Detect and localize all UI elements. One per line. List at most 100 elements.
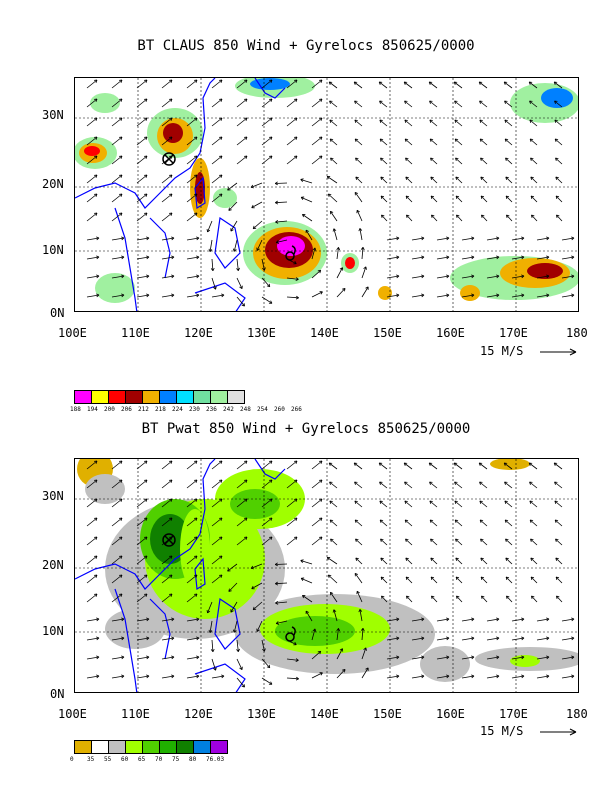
wind-vector	[233, 620, 238, 633]
wind-vector	[511, 618, 525, 622]
panel1-reference-vector-arrow	[540, 348, 577, 356]
wind-vector	[353, 462, 363, 470]
wind-vector-head	[118, 174, 123, 178]
wind-vector-head	[379, 119, 383, 123]
wind-vector	[86, 555, 98, 565]
wind-vector	[136, 98, 148, 108]
wind-vector-head	[96, 293, 100, 298]
wind-vector	[379, 481, 388, 489]
wind-vector-head	[256, 628, 260, 632]
wind-vector-head	[555, 195, 560, 200]
wind-vector-head	[196, 617, 200, 622]
wind-vector	[86, 656, 100, 660]
wind-vector	[161, 517, 173, 527]
wind-vector-head	[405, 157, 409, 161]
wind-vector	[301, 577, 313, 584]
wind-vector-head	[168, 136, 173, 140]
wind-vector	[479, 119, 488, 127]
panel1-map[interactable]	[74, 77, 579, 312]
wind-vector	[111, 256, 125, 260]
wind-vector	[430, 157, 438, 165]
wind-vector	[136, 174, 148, 184]
wind-vector	[329, 138, 338, 146]
wind-vector-head	[268, 479, 273, 483]
wind-vector-head	[479, 100, 483, 104]
wind-vector	[161, 212, 173, 222]
panel2-map[interactable]	[74, 458, 579, 693]
wind-vector-head	[143, 555, 148, 559]
wind-vector	[286, 498, 298, 508]
wind-vector	[356, 210, 363, 222]
wind-vector-head	[354, 138, 359, 142]
wind-vector-head	[196, 655, 200, 660]
wind-vector	[554, 481, 563, 489]
wind-vector	[336, 648, 343, 660]
wind-vector-head	[121, 617, 125, 622]
wind-vector	[480, 538, 488, 546]
wind-vector-head	[196, 255, 200, 260]
panel2-lat-tick: 30N	[42, 489, 64, 503]
wind-vector-head	[396, 274, 400, 279]
wind-vector	[256, 239, 263, 251]
wind-vector-head	[521, 674, 525, 679]
wind-vector	[111, 294, 125, 298]
wind-vector	[328, 81, 338, 89]
wind-vector-head	[243, 98, 248, 102]
wind-vector	[211, 98, 223, 108]
colorbar-swatch	[108, 390, 126, 404]
wind-vector-head	[471, 293, 475, 298]
wind-vector	[455, 195, 463, 203]
wind-vector-head	[275, 240, 280, 244]
wind-vector	[355, 157, 363, 165]
wind-vector	[286, 460, 298, 470]
wind-vector-head	[312, 247, 317, 251]
colorbar-label: 266	[291, 406, 302, 413]
wind-vector-head	[236, 267, 240, 271]
wind-vector-head	[504, 119, 508, 123]
wind-vector	[561, 675, 575, 679]
wind-vector-head	[446, 655, 450, 660]
wind-vector-head	[505, 576, 510, 581]
wind-vector	[261, 517, 273, 527]
wind-vector	[336, 669, 346, 679]
wind-vector-head	[193, 98, 198, 102]
wind-vector	[486, 237, 500, 241]
wind-vector	[161, 256, 175, 260]
wind-vector-head	[168, 212, 173, 216]
wind-vector-head	[193, 460, 198, 464]
wind-vector	[561, 294, 575, 298]
wind-vector	[276, 620, 288, 624]
wind-vector	[379, 119, 388, 127]
wind-vector	[555, 557, 563, 565]
wind-vector-head	[479, 481, 483, 485]
wind-vector-head	[403, 462, 408, 466]
wind-vector-head	[521, 655, 525, 660]
wind-vector-head	[521, 293, 525, 298]
wind-vector-head	[379, 500, 383, 504]
colorbar-label: 200	[104, 406, 115, 413]
wind-vector	[161, 555, 173, 565]
wind-vector	[86, 79, 98, 89]
wind-vector-head	[379, 100, 383, 104]
wind-vector	[436, 256, 450, 260]
wind-vector-head	[379, 519, 384, 523]
wind-vector	[461, 637, 475, 641]
wind-vector-head	[529, 481, 533, 485]
wind-vector	[511, 237, 525, 241]
wind-vector-head	[455, 195, 460, 200]
wind-vector-head	[554, 481, 558, 485]
wind-vector	[553, 462, 563, 470]
wind-vector	[461, 656, 475, 660]
wind-vector-head	[553, 81, 558, 85]
wind-vector	[430, 557, 438, 565]
wind-vector	[136, 637, 150, 641]
wind-vector	[530, 195, 538, 203]
wind-vector-head	[496, 236, 500, 241]
wind-vector	[536, 256, 550, 260]
wind-vector	[261, 296, 273, 304]
wind-vector-head	[93, 117, 98, 121]
wind-vector	[136, 212, 148, 222]
wind-vector	[236, 277, 243, 289]
wind-vector-head	[403, 81, 408, 85]
wind-vector-head	[193, 117, 198, 121]
